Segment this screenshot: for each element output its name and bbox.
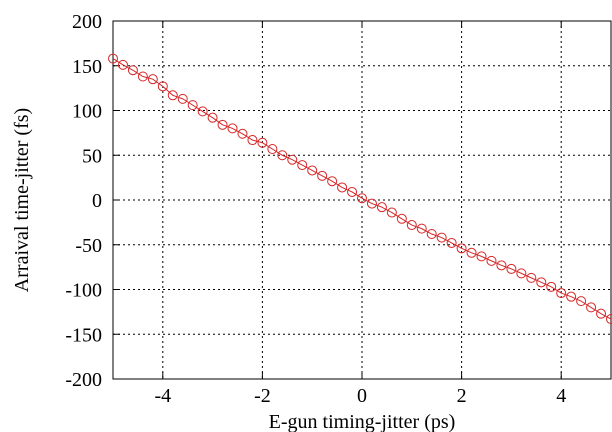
data-point: [257, 137, 268, 148]
data-point: [247, 135, 258, 146]
data-point: [506, 263, 517, 274]
data-point: [127, 65, 138, 76]
x-tick-label: 0: [357, 385, 367, 407]
data-point: [277, 150, 288, 161]
plot-area-frame: [112, 20, 612, 380]
data-point: [526, 272, 537, 283]
data-point: [426, 229, 437, 240]
data-point: [117, 59, 128, 70]
data-point: [317, 170, 328, 181]
x-tick-label: 2: [457, 385, 467, 407]
series: [108, 53, 612, 325]
data-point: [108, 53, 118, 64]
data-point: [466, 247, 477, 258]
y-tick-label: -100: [65, 280, 102, 302]
data-point: [187, 100, 198, 111]
data-point: [227, 123, 238, 134]
x-axis-label: E-gun timing-jitter (ps): [269, 411, 456, 432]
y-tick-label: 50: [82, 145, 102, 167]
series-line: [112, 58, 612, 320]
data-point: [157, 81, 168, 92]
data-point: [357, 193, 367, 204]
data-point: [347, 186, 358, 197]
data-point: [307, 165, 318, 176]
data-point: [446, 237, 457, 248]
data-point: [476, 251, 487, 262]
data-point: [147, 74, 158, 85]
data-point: [287, 154, 298, 165]
y-axis-label: Arraival time-jitter (fs): [11, 108, 33, 292]
data-point: [496, 260, 507, 271]
data-point: [217, 119, 228, 130]
x-tick-label: -4: [154, 385, 171, 407]
y-tick-label: 0: [92, 190, 102, 212]
y-tick-label: 200: [72, 11, 102, 33]
x-tick-label: -2: [254, 385, 271, 407]
data-point: [556, 288, 567, 299]
data-point: [376, 202, 387, 213]
data-point: [586, 302, 597, 313]
data-point: [456, 243, 467, 254]
data-point: [167, 90, 178, 101]
y-tick-label: 100: [72, 101, 102, 123]
y-tick-label: 150: [72, 56, 102, 78]
data-point: [576, 296, 587, 307]
data-point: [267, 143, 278, 154]
data-point: [546, 281, 557, 292]
data-point: [137, 71, 148, 82]
data-point: [197, 106, 208, 117]
data-point: [416, 223, 427, 234]
data-point: [436, 232, 447, 243]
axis-ticks: -4 -2 0 2 4 -200 -150 -100 -50 0 50 100 150 200: [65, 11, 566, 407]
data-point: [396, 213, 407, 224]
data-point: [536, 277, 547, 288]
y-tick-label: -50: [75, 235, 102, 257]
y-tick-label: -150: [65, 324, 102, 346]
data-point: [406, 220, 417, 231]
data-point: [177, 93, 188, 104]
grid: [113, 21, 611, 379]
data-point: [207, 112, 218, 123]
data-point: [366, 198, 377, 209]
data-point: [337, 182, 348, 193]
data-point: [566, 291, 577, 302]
data-point: [327, 176, 338, 187]
data-point: [606, 314, 612, 325]
data-point: [596, 308, 607, 319]
data-point: [486, 255, 497, 266]
data-point: [297, 160, 308, 171]
y-tick-label: -200: [65, 369, 102, 391]
data-point: [516, 268, 527, 279]
x-tick-label: 4: [556, 385, 566, 407]
data-point: [386, 207, 397, 218]
data-point: [237, 128, 248, 139]
